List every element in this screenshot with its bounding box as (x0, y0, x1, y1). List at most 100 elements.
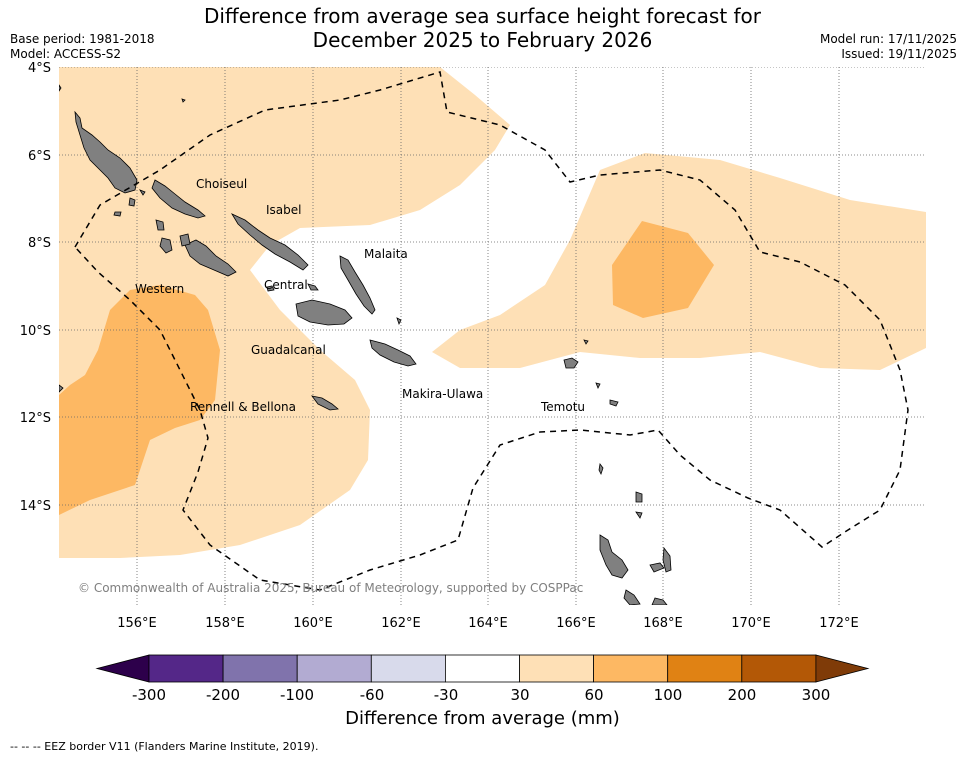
island-nendo (563, 357, 579, 369)
island-choiseul (151, 179, 206, 219)
latitude-labels: 4°S 6°S 8°S 10°S 12°S 14°S (20, 61, 51, 514)
island-malakula (623, 589, 641, 605)
cb-tick-minus-60: -60 (360, 686, 385, 704)
island-torres (598, 463, 604, 476)
island-small-5 (635, 511, 643, 519)
island-banks (635, 491, 643, 503)
anomaly-60-100-east (612, 221, 714, 318)
island-new-georgia (184, 239, 237, 277)
island-makira (369, 339, 417, 367)
island-small-7 (59, 384, 64, 393)
colorbar-block (222, 654, 298, 683)
colorbar-block (444, 654, 520, 683)
anomaly-60-100-west (59, 285, 220, 515)
island-small-6 (59, 84, 62, 92)
longitude-labels: 156°E 158°E 160°E 162°E 164°E 166°E 168°… (117, 616, 859, 631)
colorbar-extend-high (815, 654, 870, 683)
colorbar-block (593, 654, 669, 683)
lat-6s: 6°S (28, 149, 51, 164)
label-western: Western (135, 282, 184, 296)
lon-170e: 170°E (731, 616, 771, 631)
label-guadalcanal: Guadalcanal (251, 343, 326, 357)
label-choiseul: Choiseul (196, 177, 247, 191)
lon-164e: 164°E (468, 616, 508, 631)
lon-158e: 158°E (205, 616, 245, 631)
colorbar: -300 -200 -100 -60 -30 30 60 100 200 300 (95, 654, 870, 704)
lon-160e: 160°E (293, 616, 333, 631)
island-vella-lavella (159, 237, 173, 254)
island-shortland (113, 211, 122, 217)
label-temotu: Temotu (540, 400, 585, 414)
island-malaita (339, 255, 376, 315)
cb-tick-minus-100: -100 (280, 686, 314, 704)
island-kolombangara (179, 233, 191, 247)
island-small-4 (583, 339, 589, 345)
eez-legend-note: -- -- -- EEZ border V11 (Flanders Marine… (10, 740, 319, 753)
colorbar-block (667, 654, 743, 683)
island-small-8 (181, 98, 186, 103)
island-russell (266, 285, 275, 292)
label-malaita: Malaita (364, 247, 408, 261)
cb-tick-60: 60 (584, 686, 603, 704)
island-small-1 (139, 189, 146, 196)
island-small-3 (609, 399, 619, 407)
colorbar-block (741, 654, 817, 683)
island-guadalcanal (295, 299, 353, 326)
lon-166e: 166°E (556, 616, 596, 631)
issued-date: Issued: 19/11/2025 (841, 47, 957, 61)
colorbar-block (296, 654, 372, 683)
lat-14s: 14°S (20, 499, 51, 514)
model-name: Model: ACCESS-S2 (10, 47, 122, 61)
cb-tick-30: 30 (510, 686, 529, 704)
colorbar-extend-low (95, 654, 150, 683)
lat-10s: 10°S (20, 324, 51, 339)
lon-168e: 168°E (643, 616, 683, 631)
base-period: Base period: 1981-2018 (10, 32, 155, 46)
province-labels: Choiseul Isabel Malaita Western Central … (135, 177, 585, 414)
lon-162e: 162°E (381, 616, 421, 631)
island-espiritu-santo (599, 534, 629, 579)
model-run: Model run: 17/11/2025 (819, 32, 957, 46)
label-isabel: Isabel (266, 203, 301, 217)
cb-tick-minus-200: -200 (206, 686, 240, 704)
forecast-map: Choiseul Isabel Malaita Western Central … (20, 61, 926, 631)
island-small-9 (396, 317, 402, 326)
cb-tick-minus-30: -30 (434, 686, 459, 704)
lon-172e: 172°E (819, 616, 859, 631)
model-info: Base period: 1981-2018 Model: ACCESS-S2 (10, 32, 155, 62)
lon-156e: 156°E (117, 616, 157, 631)
colorbar-block (148, 654, 224, 683)
anomaly-30-60-west (59, 67, 510, 558)
island-ambae (649, 562, 665, 573)
title-line-1: Difference from average sea surface heig… (203, 4, 762, 28)
title-line-2: December 2025 to February 2026 (312, 28, 653, 52)
label-rennell-bellona: Rennell & Bellona (190, 400, 296, 414)
island-santa-isabel (230, 213, 309, 271)
island-pentecost (662, 546, 672, 573)
copyright-notice: © Commonwealth of Australia 2025, Bureau… (78, 581, 583, 595)
eez-border (74, 71, 909, 591)
colorbar-blocks (95, 654, 870, 683)
cb-tick-minus-300: -300 (132, 686, 166, 704)
island-rennell (311, 395, 339, 411)
colorbar-block (370, 654, 446, 683)
island-nggela (307, 283, 319, 291)
island-bougainville (74, 110, 138, 194)
cb-tick-300: 300 (802, 686, 831, 704)
island-small-2 (595, 382, 601, 389)
colorbar-block (519, 654, 594, 683)
colorbar-title: Difference from average (mm) (345, 708, 620, 729)
island-maewo (651, 597, 668, 605)
colorbar-ticks: -300 -200 -100 -60 -30 30 60 100 200 300 (132, 686, 830, 704)
lat-4s: 4°S (28, 61, 51, 76)
map-title: Difference from average sea surface heig… (0, 4, 965, 52)
graticule (59, 67, 926, 605)
map-area: Choiseul Isabel Malaita Western Central … (59, 67, 926, 605)
land-masses (59, 84, 672, 605)
issue-info: Model run: 17/11/2025 Issued: 19/11/2025 (820, 32, 957, 62)
cb-tick-100: 100 (654, 686, 683, 704)
lat-12s: 12°S (20, 411, 51, 426)
cb-tick-200: 200 (728, 686, 757, 704)
island-ranongga (128, 197, 136, 207)
island-treasury (155, 219, 165, 231)
